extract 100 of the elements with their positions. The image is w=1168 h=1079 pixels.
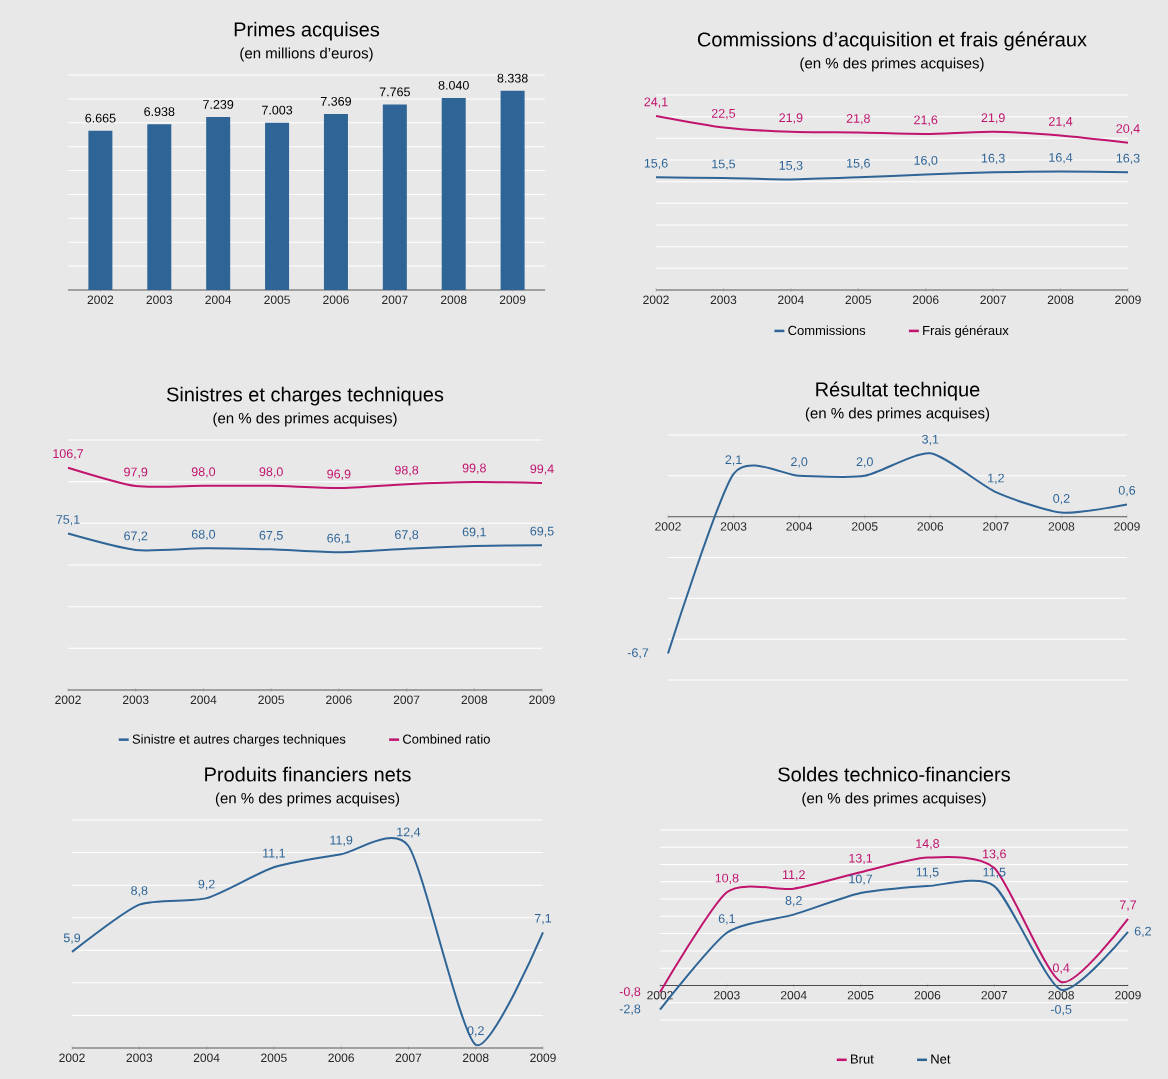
x-tick-label: 2008 bbox=[1048, 990, 1074, 1000]
x-tick-label: 2009 bbox=[1115, 990, 1141, 1000]
bar bbox=[147, 124, 172, 290]
data-label: 8,2 bbox=[785, 896, 802, 907]
data-label: 15,5 bbox=[712, 159, 736, 170]
x-tick-label: 2008 bbox=[1048, 522, 1075, 531]
data-label: 8,8 bbox=[131, 886, 148, 897]
x-tick-label: 2003 bbox=[714, 990, 740, 1000]
x-tick-label: 2003 bbox=[146, 295, 173, 305]
x-tick-label: 2009 bbox=[529, 695, 555, 705]
x-tick-label: 2002 bbox=[643, 295, 669, 305]
data-label: 6.665 bbox=[85, 113, 116, 123]
bar bbox=[500, 90, 525, 290]
x-tick-label: 2006 bbox=[326, 695, 352, 705]
chart-title: Commissions d’acquisition et frais généraux bbox=[697, 31, 1087, 51]
chart-title: Produits financiers nets bbox=[205, 766, 411, 782]
x-tick-label: 2003 bbox=[710, 295, 737, 305]
data-label: 11,2 bbox=[782, 870, 805, 881]
data-label: 24,1 bbox=[644, 97, 668, 108]
x-tick-label: 2002 bbox=[55, 695, 81, 705]
data-label: 21,4 bbox=[1049, 116, 1073, 128]
data-label: 11,9 bbox=[330, 835, 353, 846]
data-label: 12,4 bbox=[397, 827, 421, 838]
x-tick-label: 2006 bbox=[917, 522, 944, 531]
chart-title: Primes acquises bbox=[234, 21, 380, 41]
x-tick-label: 2004 bbox=[786, 522, 813, 531]
data-label: 67,5 bbox=[259, 530, 283, 542]
data-label: 14,8 bbox=[916, 839, 940, 850]
chart-subtitle: (en % des primes acquises) bbox=[802, 792, 986, 807]
x-tick-label: 2005 bbox=[851, 522, 878, 531]
x-tick-label: 2008 bbox=[461, 695, 488, 705]
data-label: 3,1 bbox=[922, 434, 939, 446]
x-tick-label: 2005 bbox=[258, 695, 284, 705]
data-label: 0,6 bbox=[1118, 485, 1136, 497]
chart-title: Soldes technico-financiers bbox=[778, 766, 1010, 782]
data-label: 15,6 bbox=[644, 158, 668, 170]
bar bbox=[265, 122, 290, 290]
x-tick-label: 2009 bbox=[530, 1053, 556, 1063]
data-label: 67,8 bbox=[395, 530, 419, 541]
data-label: 7.239 bbox=[203, 100, 234, 109]
x-tick-label: 2004 bbox=[193, 1053, 220, 1063]
data-label: 16,4 bbox=[1049, 153, 1073, 164]
data-label: 8.040 bbox=[438, 80, 469, 90]
chart-subtitle: (en % des primes acquises) bbox=[215, 792, 400, 807]
data-label: 2,0 bbox=[791, 457, 808, 468]
bar bbox=[441, 97, 466, 290]
data-label: 8.338 bbox=[497, 73, 528, 83]
chart-subtitle: (en % des primes acquises) bbox=[213, 412, 397, 427]
legend-label: Frais généraux bbox=[923, 325, 1009, 338]
data-label: 99,8 bbox=[462, 463, 486, 474]
data-label: 0,4 bbox=[1052, 963, 1070, 974]
chart-title: Résultat technique bbox=[816, 381, 980, 401]
x-tick-label: 2003 bbox=[720, 522, 747, 531]
x-tick-label: 2007 bbox=[983, 522, 1009, 531]
data-label: 15,3 bbox=[779, 160, 803, 172]
x-tick-label: 2008 bbox=[1047, 295, 1074, 305]
data-label: 9,2 bbox=[198, 879, 215, 890]
data-label: 7,7 bbox=[1119, 900, 1137, 911]
data-label: 7,1 bbox=[534, 913, 552, 925]
x-tick-label: 2007 bbox=[981, 990, 1008, 1000]
legend-label: Commissions bbox=[788, 325, 866, 336]
data-label: 66,1 bbox=[327, 533, 351, 545]
data-label: 98,0 bbox=[191, 467, 216, 478]
chart-title: Sinistres et charges techniques bbox=[166, 386, 444, 406]
x-tick-label: 2004 bbox=[778, 295, 804, 305]
x-tick-label: 2005 bbox=[845, 295, 872, 305]
data-label: 5,9 bbox=[63, 933, 81, 944]
data-label: 2,1 bbox=[725, 455, 742, 466]
x-tick-label: 2002 bbox=[87, 295, 114, 305]
data-label: 11,1 bbox=[263, 848, 285, 860]
data-label: 67,2 bbox=[124, 531, 148, 542]
data-label: -0,5 bbox=[1050, 1004, 1072, 1016]
data-label: 13,1 bbox=[849, 853, 873, 865]
data-label: -2,8 bbox=[619, 1004, 641, 1015]
x-tick-label: 2004 bbox=[190, 695, 217, 705]
chart-subtitle: (en % des primes acquises) bbox=[805, 407, 990, 422]
x-tick-label: 2009 bbox=[1115, 295, 1141, 305]
x-tick-label: 2005 bbox=[847, 990, 874, 1000]
legend-label: Net bbox=[931, 1054, 951, 1064]
x-tick-label: 2004 bbox=[780, 990, 807, 1000]
legend-label: Combined ratio bbox=[402, 734, 490, 744]
data-label: 7.369 bbox=[320, 96, 351, 106]
data-label: 13,6 bbox=[983, 849, 1006, 860]
legend-label: Sinistre et autres charges techniques bbox=[132, 734, 346, 747]
data-label: 69,1 bbox=[462, 527, 486, 538]
x-tick-label: 2004 bbox=[205, 295, 232, 305]
data-label: 10,7 bbox=[849, 874, 873, 885]
data-label: -6,7 bbox=[627, 648, 649, 659]
data-label: 20,4 bbox=[1116, 124, 1140, 135]
data-label: 98,8 bbox=[394, 465, 419, 476]
data-label: 6.938 bbox=[144, 107, 175, 117]
data-label: 22,5 bbox=[711, 108, 736, 120]
chart-subtitle: (en millions d’euros) bbox=[240, 47, 373, 62]
x-tick-label: 2008 bbox=[462, 1053, 489, 1063]
x-tick-label: 2007 bbox=[382, 295, 408, 305]
x-tick-label: 2007 bbox=[980, 295, 1006, 305]
data-label: 1,2 bbox=[988, 473, 1004, 484]
data-label: 21,9 bbox=[981, 113, 1005, 124]
bar bbox=[382, 104, 407, 290]
data-label: 2,0 bbox=[856, 457, 873, 468]
